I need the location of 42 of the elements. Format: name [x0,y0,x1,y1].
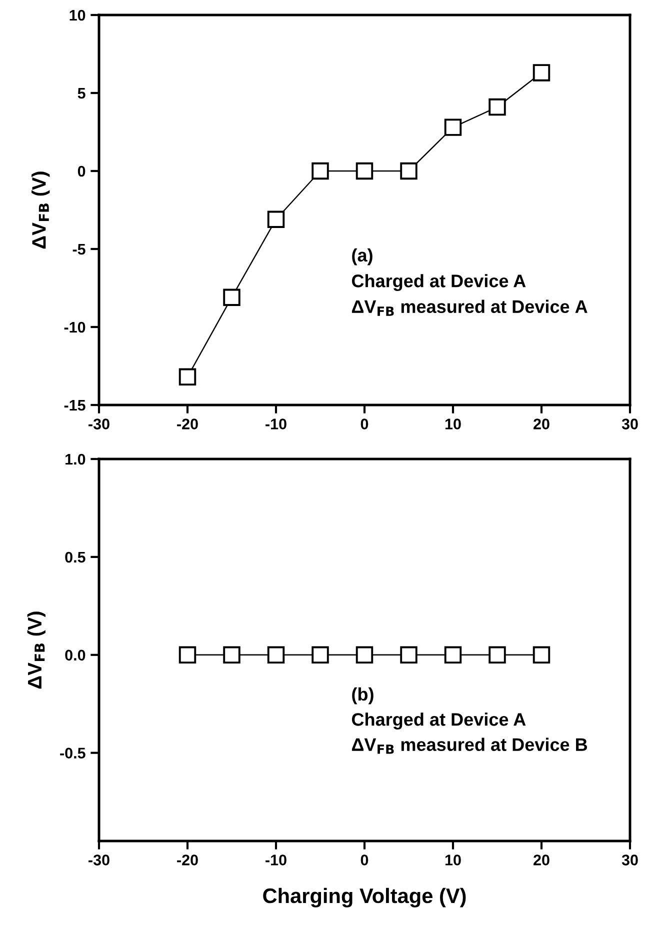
y-tick-label: -5 [72,244,86,255]
x-tick-label: 10 [445,854,461,866]
point [532,64,550,82]
y-tick-label: 5 [78,88,86,99]
x-tick-label: -20 [177,418,198,430]
point [223,288,240,306]
x-tick-label: 0 [360,854,368,866]
x-tick-label: 20 [534,854,550,866]
x-tick-label: -30 [88,854,110,866]
y-tick-label: 1.0 [66,454,86,465]
x-tick-label: 0 [360,418,368,430]
x-tick-label: 10 [445,418,461,430]
y-tick-label: 0.0 [65,650,86,661]
annotation: ΔV$_{FB}$ measured at Device A [352,300,588,316]
point [444,118,462,136]
x-tick-label: 30 [622,854,638,866]
y-tick-label: 0 [78,166,86,177]
annotation: Charged at Device A [352,712,526,730]
y-tick-label: 10 [70,10,86,21]
x-tick-label: -10 [266,854,286,866]
x-tick-label: 20 [534,418,550,430]
x-tick-label: -30 [88,418,110,430]
y-tick-label: -15 [64,400,86,411]
y-axis-title: ΔV$_{FB}$ (V) [27,612,46,689]
y-tick-label: 0.5 [65,552,86,563]
y-tick-label: -10 [64,322,86,333]
x-tick-label: -10 [266,418,286,430]
annotation: ΔV$_{FB}$ measured at Device B [352,738,588,754]
y-axis-title: ΔV$_{FB}$ (V) [32,172,50,249]
point [178,368,196,386]
point [488,98,506,116]
point [267,210,285,228]
annotation: (a) [352,248,372,266]
x-tick-label: 30 [622,418,638,430]
annotation: (b) [352,687,374,704]
x-axis-title: Charging Voltage (V) [263,888,466,908]
point [312,162,329,180]
x-tick-label: -20 [177,854,198,866]
y-tick-label: -0.5 [60,748,86,759]
annotation: Charged at Device A [352,274,526,291]
point [356,162,374,180]
point [400,162,418,180]
